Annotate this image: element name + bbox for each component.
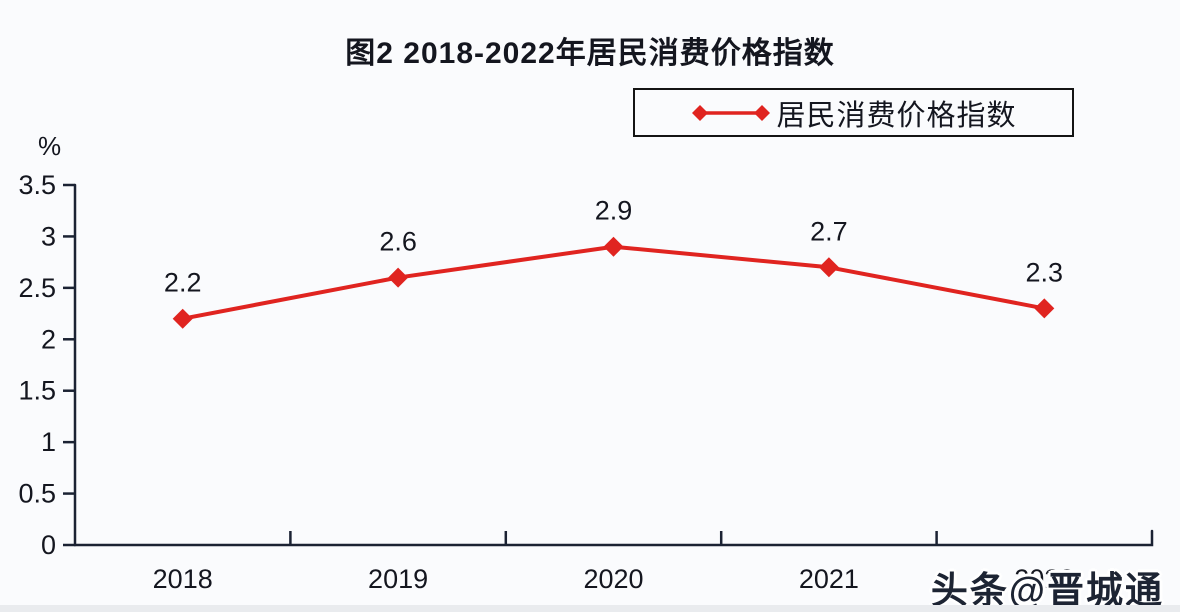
y-axis-tick-label: 1.5 bbox=[18, 376, 56, 406]
y-axis-tick-label: 3.5 bbox=[18, 170, 56, 200]
x-axis-category-label: 2021 bbox=[799, 564, 859, 594]
legend: 居民消费价格指数 bbox=[633, 88, 1074, 137]
data-point-label: 2.9 bbox=[595, 196, 633, 226]
y-axis-tick-label: 0.5 bbox=[18, 479, 56, 509]
data-point-label: 2.6 bbox=[379, 227, 417, 257]
legend-diamond-icon bbox=[754, 104, 771, 121]
x-axis-category-label: 2018 bbox=[153, 564, 213, 594]
x-axis-line bbox=[73, 529, 1154, 547]
x-axis-category-label: 2019 bbox=[368, 564, 428, 594]
y-axis-tick-label: 0 bbox=[41, 530, 56, 560]
y-axis-tick-label: 2 bbox=[41, 324, 56, 354]
y-axis-unit-label: % bbox=[38, 131, 62, 161]
series-line bbox=[180, 244, 1047, 321]
x-axis-category-label: 2020 bbox=[583, 564, 643, 594]
data-point-diamond bbox=[388, 267, 409, 288]
legend-diamond-icon bbox=[692, 104, 709, 121]
y-axis-tick-label: 1 bbox=[41, 427, 56, 457]
data-point-label: 2.7 bbox=[810, 216, 848, 246]
data-point-label: 2.3 bbox=[1026, 257, 1064, 287]
bottom-edge-strip bbox=[0, 605, 1180, 612]
data-point-diamond bbox=[172, 308, 193, 329]
x-axis-category-label: 2022 bbox=[1014, 564, 1074, 594]
data-point-diamond bbox=[818, 257, 839, 278]
legend-marker-icon bbox=[692, 104, 771, 121]
data-point-label: 2.2 bbox=[164, 268, 202, 298]
y-axis-tick-label: 2.5 bbox=[18, 273, 56, 303]
legend-label: 居民消费价格指数 bbox=[776, 99, 1017, 132]
data-point-diamond bbox=[603, 236, 624, 257]
y-axis-tick-label: 3 bbox=[41, 221, 56, 251]
data-point-diamond bbox=[1034, 298, 1055, 319]
watermark: 头条@晋城通 bbox=[930, 570, 1164, 611]
chart-title: 图2 2018-2022年居民消费价格指数 bbox=[345, 37, 835, 70]
